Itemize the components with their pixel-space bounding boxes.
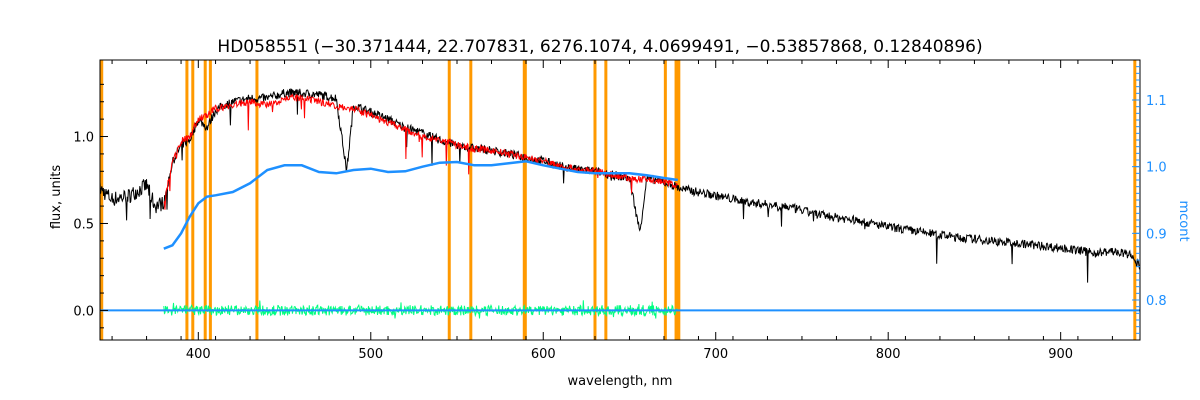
x-tick-label: 900 bbox=[1048, 347, 1073, 362]
x-tick-label: 600 bbox=[531, 347, 556, 362]
series-mcont bbox=[163, 160, 678, 250]
series-model bbox=[163, 93, 678, 210]
y-axis-right: 0.8 0.9 1.0 1.1 bbox=[1132, 66, 1167, 334]
y-tick-label: 0.0 bbox=[73, 304, 94, 319]
vertical-marker-lines bbox=[100, 60, 1137, 340]
y-axis-left: 0.0 0.5 1.0 bbox=[73, 83, 108, 329]
x-tick-label: 400 bbox=[186, 347, 211, 362]
series-residual bbox=[163, 300, 678, 319]
x-tick-label: 500 bbox=[358, 347, 383, 362]
series-layer bbox=[99, 88, 1140, 319]
y-tick-label: 1.0 bbox=[73, 131, 94, 146]
y-tick-label: 0.5 bbox=[73, 217, 94, 232]
y-axis-title: flux, units bbox=[49, 165, 64, 230]
x-axis: 400 500 600 700 800 900 bbox=[111, 60, 1113, 362]
x-tick-label: 700 bbox=[703, 347, 728, 362]
x-tick-label: 800 bbox=[876, 347, 901, 362]
y-axis-right-title: mcont bbox=[1176, 200, 1191, 241]
y-right-tick-label: 0.9 bbox=[1146, 227, 1167, 242]
y-right-tick-label: 1.0 bbox=[1146, 161, 1167, 176]
y-right-tick-label: 0.8 bbox=[1146, 294, 1167, 309]
x-axis-title: wavelength, nm bbox=[568, 374, 673, 389]
y-right-tick-label: 1.1 bbox=[1146, 94, 1167, 109]
chart-title: HD058551 (−30.371444, 22.707831, 6276.10… bbox=[217, 37, 982, 57]
